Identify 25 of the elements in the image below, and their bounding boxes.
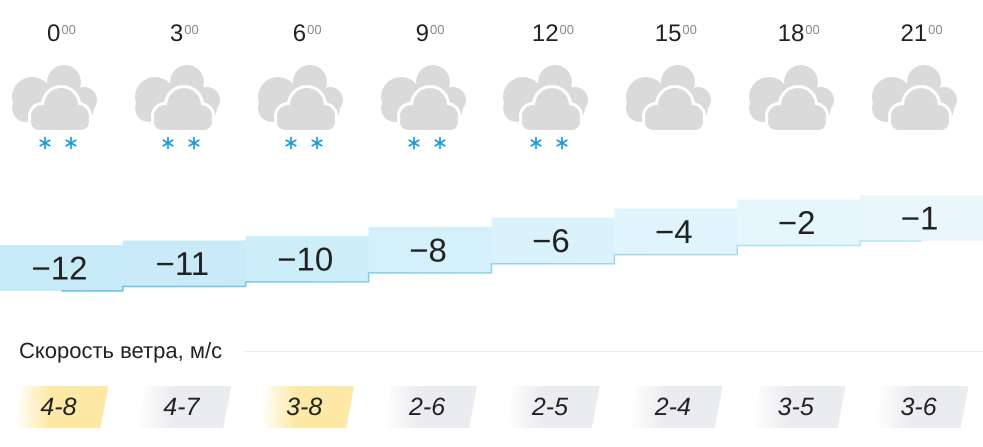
data-label: −8 <box>409 231 447 268</box>
x-tick-label: 9$^{00}$ <box>414 20 446 48</box>
data-label: −1 <box>900 200 938 236</box>
text: 4-7 <box>163 392 200 420</box>
data-label: −10 <box>277 240 334 278</box>
text: 3-5 <box>778 392 814 420</box>
text: 3-6 <box>900 392 937 420</box>
data-label: −6 <box>532 222 570 260</box>
text: 2-5 <box>532 392 568 420</box>
x-tick-label: 6$^{00}$ <box>292 20 323 48</box>
data-label: −4 <box>655 213 693 250</box>
x-tick-label: 12$^{00}$ <box>530 20 576 48</box>
text: 3-8 <box>286 392 322 420</box>
x-tick-label: 15$^{00}$ <box>654 20 698 48</box>
text: 2-4 <box>654 392 691 420</box>
data-label: −11 <box>156 244 210 282</box>
text: 2-6 <box>408 392 446 420</box>
x-tick-label: 0$^{00}$ <box>46 20 77 48</box>
data-label: −2 <box>778 204 816 242</box>
data-label: −12 <box>31 250 88 286</box>
x-tick-label: 3$^{00}$ <box>168 20 200 48</box>
x-tick-label: 21$^{00}$ <box>899 20 944 48</box>
text: 4-8 <box>40 392 76 420</box>
text: Скорость ветра, м/с <box>19 338 222 364</box>
x-tick-label: 18$^{00}$ <box>776 20 821 48</box>
